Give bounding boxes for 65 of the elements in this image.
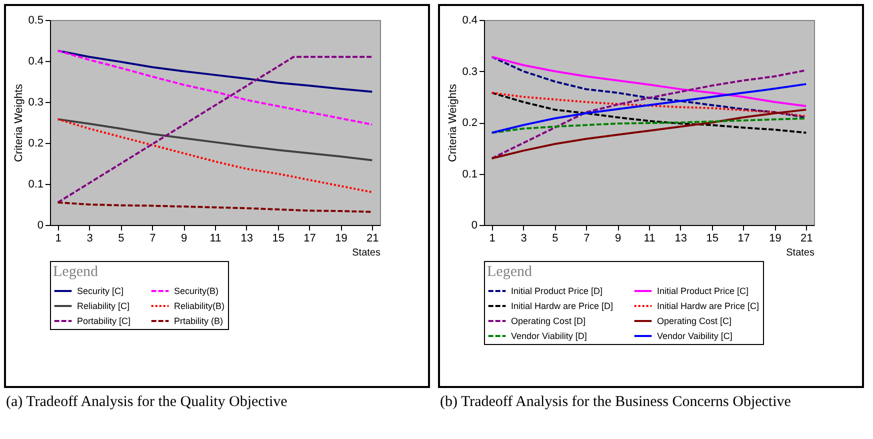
x-tick-label: 7 <box>584 232 590 244</box>
x-axis-title: States <box>352 248 380 258</box>
x-tick-label: 15 <box>272 232 284 244</box>
legend-title: Legend <box>487 264 532 280</box>
legend-label: Vendor Viability [D] <box>511 331 587 341</box>
x-tick-label: 13 <box>240 232 254 244</box>
legend-label: Initial Product Price [C] <box>657 286 749 296</box>
line-series <box>490 83 808 134</box>
legend-title: Legend <box>53 264 98 280</box>
legend-label: Reliability(B) <box>174 301 225 311</box>
line-series <box>56 118 374 162</box>
y-tick-label: 0.4 <box>462 14 478 26</box>
x-tick-label: 1 <box>55 232 62 244</box>
line-series <box>490 92 808 118</box>
x-tick-label: 21 <box>800 232 813 244</box>
legend-label: Portability [C] <box>77 316 131 326</box>
legend-label: Operating Cost [C] <box>657 316 732 326</box>
legend-label: Prtability (B) <box>174 316 224 326</box>
x-tick-label: 11 <box>210 232 222 244</box>
text: (b) Tradeoff Analysis for the Business Concerns Objective <box>439 394 792 411</box>
x-tick-label: 9 <box>615 232 622 244</box>
legend-label: Security(B) <box>174 286 219 296</box>
x-tick-label: 17 <box>304 232 316 244</box>
y-tick-label: 0.1 <box>28 178 44 190</box>
y-tick-label: 0.3 <box>28 96 44 108</box>
x-tick-label: 7 <box>150 232 156 244</box>
line-series <box>490 56 808 108</box>
legend-label: Operating Cost [D] <box>511 316 586 326</box>
legend-label: Initial Hardw are Price [D] <box>511 301 614 311</box>
x-tick-label: 1 <box>489 232 496 244</box>
x-tick-label: 19 <box>335 232 348 244</box>
y-tick-label: 0 <box>471 220 478 232</box>
legend-label: Reliability [C] <box>77 301 130 311</box>
x-tick-label: 3 <box>520 232 527 244</box>
x-tick-label: 17 <box>738 232 750 244</box>
line-series <box>56 201 374 213</box>
x-tick-label: 21 <box>366 232 379 244</box>
legend-label: Vendor Vaibility [C] <box>657 331 732 341</box>
x-tick-label: 9 <box>181 232 188 244</box>
line-series <box>56 50 374 126</box>
x-tick-label: 5 <box>118 232 124 244</box>
y-tick-label: 0.1 <box>462 168 478 180</box>
y-tick-label: 0.4 <box>28 56 44 68</box>
y-tick-label: 0.2 <box>28 138 44 150</box>
x-tick-label: 19 <box>769 232 782 244</box>
y-axis-title: Criteria Weights <box>13 83 26 162</box>
text: (a) Tradeoff Analysis for the Quality Objective <box>5 394 288 411</box>
legend-label: Initial Product Price [D] <box>511 286 603 296</box>
x-tick-label: 15 <box>706 232 718 244</box>
x-tick-label: 5 <box>552 232 558 244</box>
y-axis-title: Criteria Weights <box>447 83 460 162</box>
line-series <box>490 56 808 118</box>
x-axis-title: States <box>786 248 814 258</box>
y-tick-label: 0 <box>37 220 44 232</box>
x-tick-label: 13 <box>674 232 688 244</box>
y-tick-label: 0.5 <box>28 14 44 26</box>
line-series <box>490 108 808 160</box>
x-tick-label: 11 <box>644 232 656 244</box>
line-series <box>56 118 374 194</box>
legend-label: Security [C] <box>77 286 124 296</box>
x-tick-label: 3 <box>86 232 93 244</box>
y-tick-label: 0.2 <box>462 117 478 129</box>
line-series <box>490 92 808 134</box>
y-tick-label: 0.3 <box>462 66 478 78</box>
legend-label: Initial Hardw are Price [C] <box>657 301 760 311</box>
